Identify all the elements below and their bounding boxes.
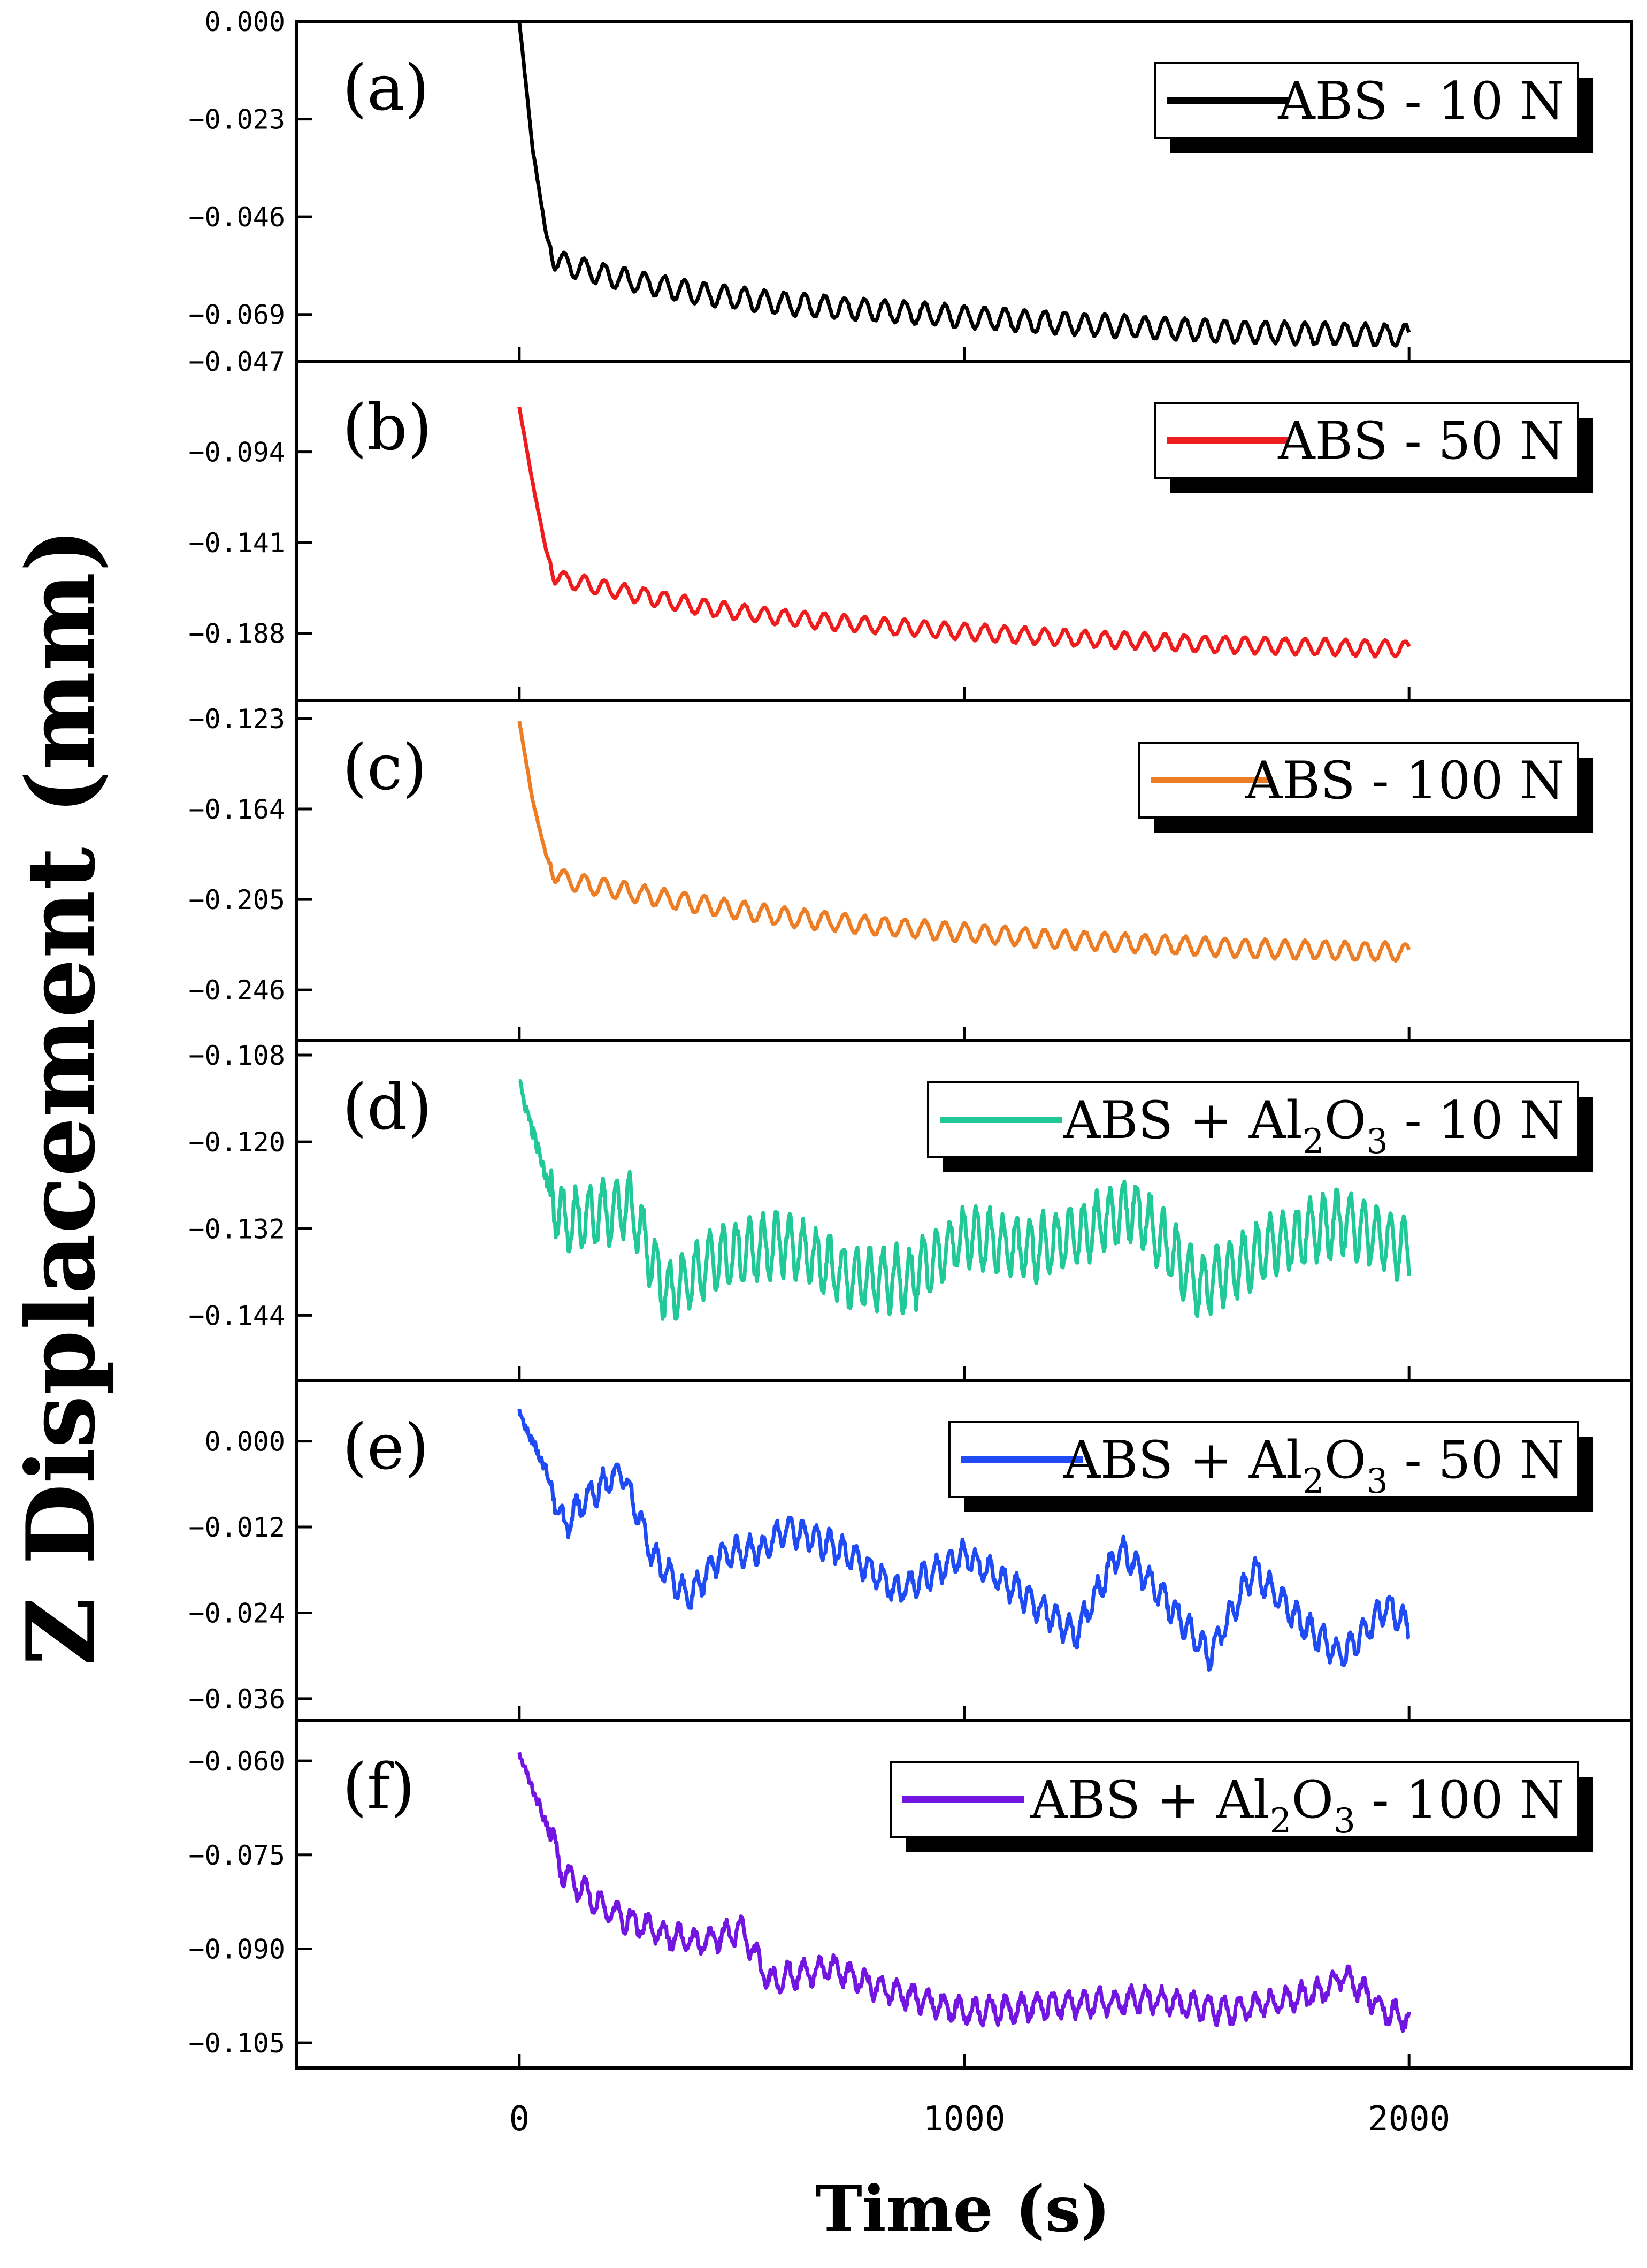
y-tick-label: −0.046 — [188, 202, 285, 233]
y-tick-label: −0.205 — [188, 884, 285, 915]
x-tick-label: 2000 — [1368, 2099, 1450, 2139]
panel-f: −0.060 −0.075 −0.090 −0.105 (f) ABS + Al2O3 -… — [188, 1719, 1633, 2070]
y-tick-label: −0.144 — [188, 1300, 285, 1331]
legend-label: ABS + Al2O3 - 50 N — [1063, 1430, 1565, 1501]
panel-label: (d) — [342, 1070, 432, 1144]
x-tick-label: 0 — [509, 2099, 530, 2139]
x-axis-title: Time (s) — [815, 2172, 1110, 2246]
data-line — [517, 1752, 1411, 2033]
panel-e: 0.000 −0.012 −0.024 −0.036 (e) ABS + Al2O3 - … — [188, 1379, 1633, 1722]
panel-b: −0.047 −0.094 −0.141 −0.188 (b) ABS - 50 N — [188, 346, 1633, 702]
legend-label: ABS + Al2O3 - 10 N — [1063, 1090, 1565, 1162]
data-line — [517, 407, 1411, 659]
y-tick-label: −0.024 — [188, 1598, 285, 1629]
y-tick-label: 0.000 — [204, 6, 285, 37]
y-tick-label: −0.120 — [188, 1127, 285, 1158]
legend: ABS - 100 N — [1138, 742, 1593, 833]
y-tick-label: −0.036 — [188, 1684, 285, 1715]
y-tick-label: −0.023 — [188, 104, 285, 135]
legend-label: ABS + Al2O3 - 100 N — [1030, 1770, 1565, 1841]
y-tick-label: −0.075 — [188, 1840, 285, 1871]
y-tick-label: 0.000 — [204, 1426, 285, 1457]
x-tick-label: 1000 — [923, 2099, 1005, 2139]
y-tick-label: −0.108 — [188, 1040, 285, 1071]
legend-label: ABS - 50 N — [1277, 411, 1565, 471]
legend: ABS + Al2O3 - 100 N — [890, 1761, 1593, 1852]
legend: ABS + Al2O3 - 50 N — [948, 1421, 1593, 1512]
panel-label: (c) — [342, 730, 427, 804]
y-tick-label: −0.012 — [188, 1512, 285, 1543]
y-tick-label: −0.141 — [188, 528, 285, 559]
panel-label: (f) — [342, 1750, 415, 1823]
panel-a: 0.000 −0.023 −0.046 −0.069 (a) ABS - 10 N — [188, 6, 1633, 363]
legend: ABS - 50 N — [1154, 402, 1593, 493]
y-tick-label: −0.246 — [188, 975, 285, 1006]
y-axis-title: Z Displacement (mm) — [6, 528, 116, 1666]
legend: ABS - 10 N — [1154, 62, 1593, 153]
panel-label: (b) — [342, 391, 432, 464]
panel-c: −0.123 −0.164 −0.205 −0.246 (c) ABS - 100 N — [188, 699, 1633, 1042]
y-tick-label: −0.090 — [188, 1934, 285, 1965]
legend-label: ABS - 10 N — [1277, 71, 1565, 131]
data-line — [517, 1409, 1410, 1672]
y-tick-label: −0.188 — [188, 618, 285, 650]
panel-label: (a) — [342, 51, 429, 125]
legend-label: ABS - 100 N — [1245, 751, 1565, 811]
y-tick-label: −0.069 — [188, 300, 285, 331]
y-tick-label: −0.123 — [188, 704, 285, 735]
y-tick-label: −0.164 — [188, 794, 285, 825]
y-tick-label: −0.105 — [188, 2028, 285, 2059]
y-tick-label: −0.132 — [188, 1213, 285, 1244]
panel-d: −0.108 −0.120 −0.132 −0.144 (d) ABS + Al2O3 -… — [188, 1039, 1633, 1382]
y-tick-label: −0.094 — [188, 437, 285, 468]
data-line — [517, 721, 1411, 963]
y-tick-label: −0.060 — [188, 1746, 285, 1777]
data-line — [518, 1079, 1411, 1321]
y-tick-label: −0.047 — [188, 346, 285, 377]
panel-label: (e) — [342, 1410, 429, 1484]
data-line — [517, 20, 1411, 348]
legend: ABS + Al2O3 - 10 N — [927, 1081, 1593, 1172]
